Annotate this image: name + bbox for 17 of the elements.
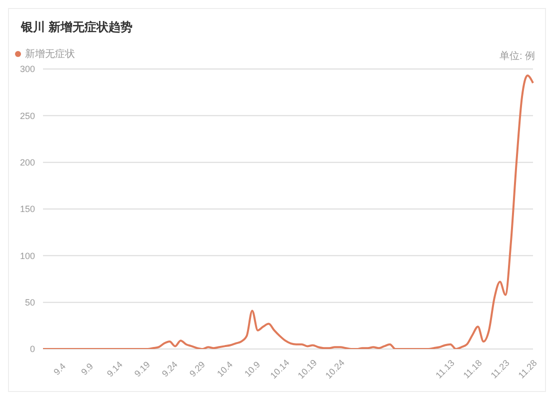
x-tick-label: 9.24	[160, 359, 180, 379]
legend-label: 新增无症状	[25, 49, 75, 60]
y-tick-label: 50	[24, 298, 35, 308]
chart-title: 银川 新增无症状趋势	[21, 19, 132, 36]
x-tick-label: 9.4	[52, 361, 68, 378]
y-tick-label: 250	[20, 110, 35, 121]
x-tick-label: 9.19	[132, 359, 152, 379]
y-tick-label: 0	[30, 344, 35, 354]
y-tick-label: 150	[20, 204, 35, 214]
x-tick-label: 9.29	[188, 359, 207, 379]
x-tick-label: 9.14	[104, 359, 124, 379]
y-tick-label: 100	[20, 250, 35, 261]
text: 单位: 例	[499, 50, 535, 63]
y-tick-label: 200	[20, 158, 35, 168]
y-tick-label: 300	[20, 64, 35, 74]
x-tick-label: 9.9	[79, 361, 96, 378]
line-series	[42, 74, 534, 349]
